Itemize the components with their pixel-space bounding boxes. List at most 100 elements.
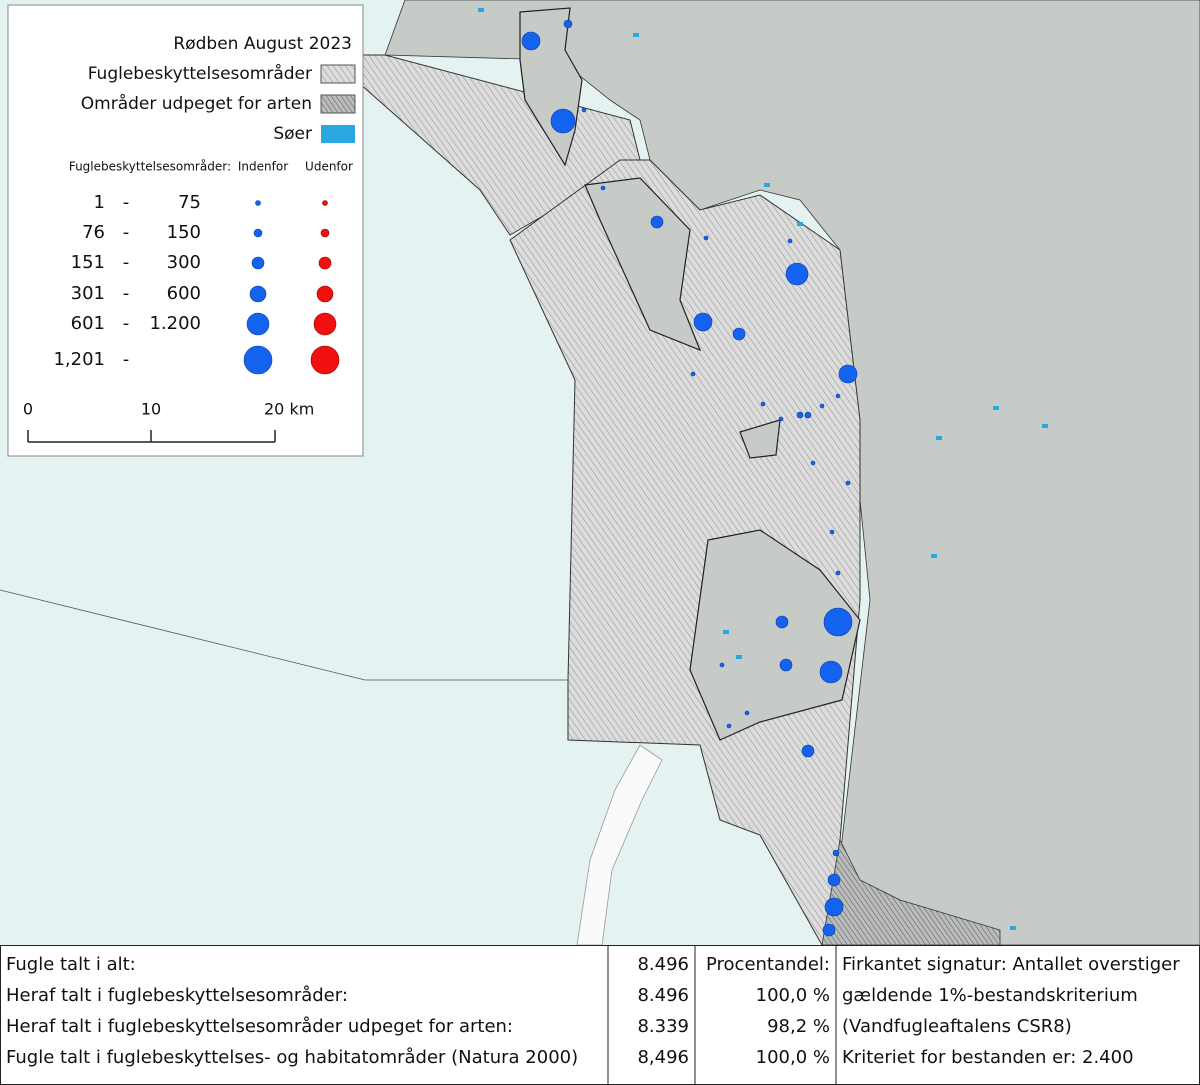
bird-dot [726, 723, 732, 729]
row-percent: 100,0 % [756, 1047, 830, 1068]
class-dash: - [123, 192, 130, 213]
symbol-inside [255, 200, 261, 206]
symbol-outside [313, 312, 337, 336]
lake [936, 436, 942, 440]
class-dash: - [123, 283, 130, 304]
lake [993, 406, 999, 410]
row-count: 8,496 [637, 1047, 689, 1068]
bird-dot [819, 403, 825, 409]
bird-dot [804, 411, 812, 419]
class-dash: - [123, 252, 130, 273]
bird-dot [819, 660, 843, 684]
island [739, 419, 781, 459]
table-rows: Fugle talt i alt: 8.496 Procentandel: Firka… [6, 954, 1180, 1068]
legend-item: Områder udpeget for arten [81, 93, 312, 114]
bird-dot [824, 897, 844, 917]
bird-dot [835, 570, 841, 576]
bird-dot [521, 31, 541, 51]
legend-box [7, 4, 364, 457]
observations [478, 8, 1048, 937]
class-to: 75 [178, 192, 201, 213]
row-note: Kriteriet for bestanden er: 2.400 [842, 1047, 1134, 1068]
row-percent: 100,0 % [756, 985, 830, 1006]
symbol-inside [243, 345, 273, 375]
row-percent: Procentandel: [706, 954, 830, 975]
lake [633, 33, 639, 37]
scale-label: 20 km [264, 400, 314, 419]
class-from: 76 [82, 222, 105, 243]
bird-dot [690, 371, 696, 377]
bird-dot [796, 411, 804, 419]
class-to: 300 [167, 252, 201, 273]
class-dash: - [123, 349, 130, 370]
lake [478, 8, 484, 12]
island [584, 177, 702, 352]
bird-dot [787, 238, 793, 244]
lake [736, 655, 742, 659]
bird-dot [600, 185, 606, 191]
legend-item: Søer [273, 124, 312, 144]
row-percent: 98,2 % [767, 1016, 830, 1037]
bird-dot [822, 923, 836, 937]
legend-swatch [321, 125, 355, 143]
bird-dot [650, 215, 664, 229]
bird-dot [829, 529, 835, 535]
symbol-outside [320, 228, 330, 238]
row-note: (Vandfugleaftalens CSR8) [842, 1016, 1072, 1037]
lake [1010, 926, 1016, 930]
lake [1042, 424, 1048, 428]
symbol-outside [316, 285, 334, 303]
bird-dot [801, 744, 815, 758]
row-count: 8.496 [637, 985, 689, 1006]
bird-dot [760, 401, 766, 407]
class-to: 1.200 [149, 313, 201, 334]
island [689, 529, 861, 741]
row-note: gældende 1%-bestandskriterium [842, 985, 1138, 1006]
class-from: 1 [94, 192, 105, 213]
row-label: Heraf talt i fuglebeskyttelsesområder: [6, 985, 348, 1006]
class-to: 600 [167, 283, 201, 304]
lake [764, 183, 770, 187]
row-count: 8.339 [637, 1016, 689, 1037]
size-header: Fuglebeskyttelsesområder: [69, 160, 231, 174]
row-label: Heraf talt i fuglebeskyttelsesområder ud… [6, 1016, 513, 1037]
legend-item: Fuglebeskyttelsesområder [88, 63, 312, 84]
bird-dot [823, 607, 853, 637]
symbol-inside [246, 312, 270, 336]
lake [797, 222, 803, 226]
bird-dot [703, 235, 709, 241]
bird-dot [845, 480, 851, 486]
legend-swatch [320, 64, 356, 84]
col-header: Indenfor [238, 160, 288, 174]
bird-dot [563, 19, 573, 29]
bird-dot [732, 327, 746, 341]
bird-dot [779, 658, 793, 672]
bird-dot [827, 873, 841, 887]
symbol-outside [322, 200, 328, 206]
class-from: 301 [71, 283, 105, 304]
col-header: Udenfor [305, 160, 353, 174]
legend-swatch [320, 94, 356, 114]
symbol-inside [251, 256, 265, 270]
class-dash: - [123, 222, 130, 243]
boundary [0, 589, 568, 681]
symbol-outside [310, 345, 340, 375]
bird-dot [775, 615, 789, 629]
scale-label: 10 [141, 400, 161, 419]
legend-title: Rødben August 2023 [173, 34, 352, 54]
row-note: Firkantet signatur: Antallet overstiger [842, 954, 1180, 975]
bird-dot [778, 416, 784, 422]
row-label: Fugle talt i alt: [6, 954, 136, 975]
symbol-inside [249, 285, 267, 303]
lake [723, 630, 729, 634]
bird-dot [810, 460, 816, 466]
bird-dot [693, 312, 713, 332]
row-count: 8.496 [637, 954, 689, 975]
bird-dot [835, 393, 841, 399]
row-label: Fugle talt i fuglebeskyttelses- og habit… [6, 1047, 578, 1068]
class-to: 150 [167, 222, 201, 243]
bird-dot [744, 710, 750, 716]
